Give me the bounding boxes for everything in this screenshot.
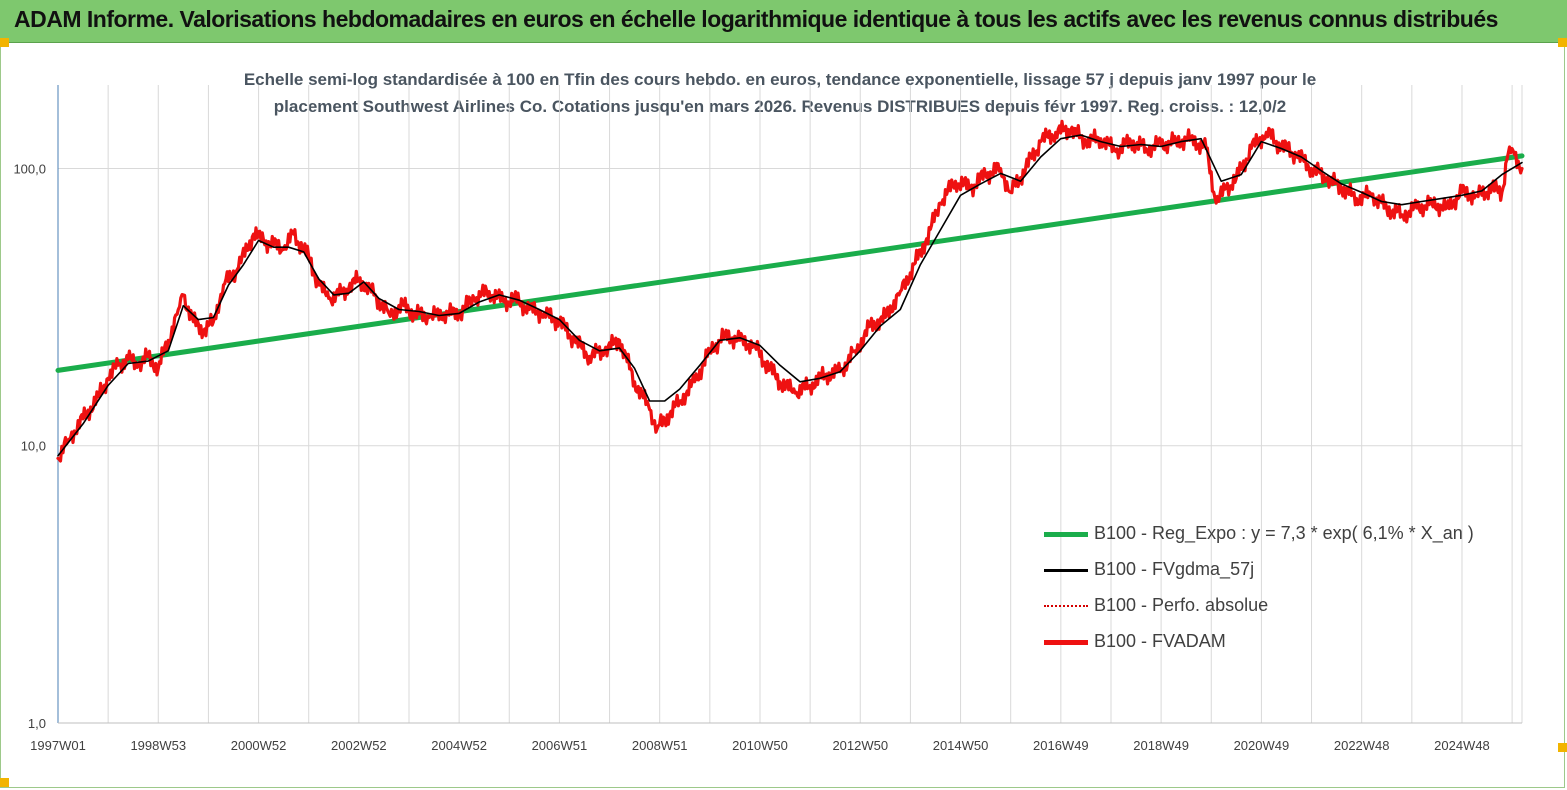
- x-tick-label: 2000W52: [231, 738, 287, 753]
- y-tick-label: 10,0: [21, 439, 46, 454]
- legend-swatch-perf: [1044, 605, 1088, 607]
- corner-marker-br: [1558, 743, 1567, 752]
- corner-marker-tr: [1558, 38, 1567, 47]
- legend-swatch-smooth: [1044, 568, 1088, 572]
- chart-subtitle: Echelle semi-log standardisée à 100 en T…: [180, 66, 1380, 120]
- legend-label-perf: B100 - Perfo. absolue: [1094, 595, 1269, 615]
- series-regression-line: [55, 153, 1525, 373]
- x-tick-label: 2008W51: [632, 738, 688, 753]
- legend-label-smooth: B100 - FVgdma_57j: [1094, 559, 1255, 579]
- x-tick-label: 2016W49: [1033, 738, 1089, 753]
- series-fvgdma-line: [57, 134, 1523, 457]
- y-tick-label: 1,0: [28, 716, 46, 731]
- chart-subtitle-line1: Echelle semi-log standardisée à 100 en T…: [243, 70, 1317, 89]
- x-tick-label: 2010W50: [732, 738, 788, 753]
- legend-label-reg: B100 - Reg_Expo : y = 7,3 * exp( 6,1% * …: [1094, 523, 1474, 543]
- legend-swatch-reg: [1044, 531, 1088, 537]
- y-tick-label: 100,0: [13, 161, 46, 176]
- legend-label-fvadam: B100 - FVADAM: [1094, 631, 1226, 651]
- chart-subtitle-line2: placement Southwest Airlines Co. Cotatio…: [273, 97, 1287, 116]
- page-title: ADAM Informe. Valorisations hebdomadaire…: [14, 6, 1498, 32]
- x-tick-label: 1998W53: [130, 738, 186, 753]
- x-tick-label: 2022W48: [1334, 738, 1390, 753]
- x-tick-label: 1997W01: [30, 738, 86, 753]
- x-tick-label: 2018W49: [1133, 738, 1189, 753]
- x-tick-label: 2014W50: [933, 738, 989, 753]
- x-tick-label: 2006W51: [532, 738, 588, 753]
- series-fvadam-line: [56, 119, 1524, 463]
- header-bar: ADAM Informe. Valorisations hebdomadaire…: [0, 0, 1567, 43]
- x-tick-label: 2012W50: [832, 738, 888, 753]
- corner-marker-tl: [0, 38, 9, 47]
- x-tick-label: 2024W48: [1434, 738, 1490, 753]
- x-tick-label: 2020W49: [1234, 738, 1290, 753]
- x-tick-label: 2002W52: [331, 738, 387, 753]
- legend-swatch-fvadam: [1044, 639, 1088, 645]
- x-tick-label: 2004W52: [431, 738, 487, 753]
- corner-marker-bl: [0, 778, 9, 787]
